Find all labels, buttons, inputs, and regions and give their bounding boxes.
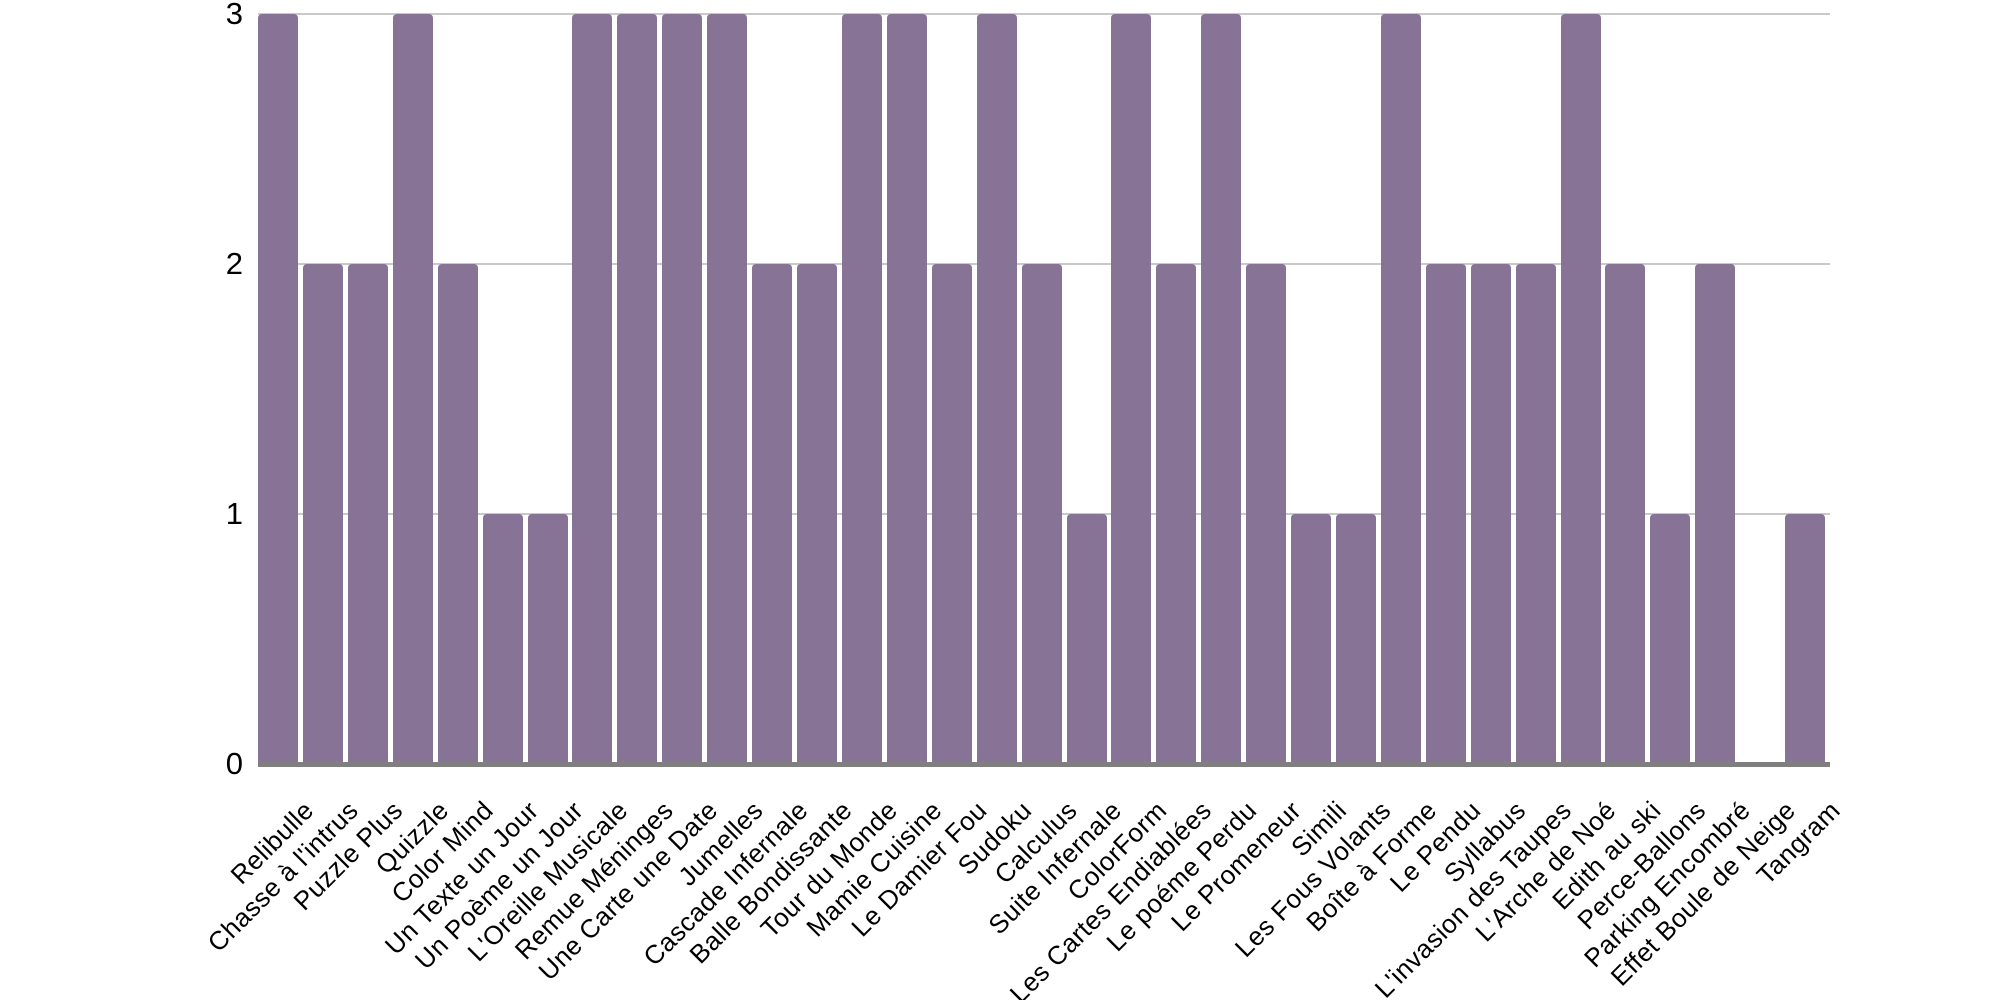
bar xyxy=(1066,514,1107,764)
bar xyxy=(347,264,388,764)
bar xyxy=(1021,264,1062,764)
bar xyxy=(1201,14,1242,764)
bar xyxy=(931,264,972,764)
bar xyxy=(1380,14,1421,764)
bar xyxy=(437,264,478,764)
y-axis-tick-label: 0 xyxy=(225,746,244,781)
y-axis-tick-label: 1 xyxy=(225,496,244,531)
gridline-3 xyxy=(258,13,1830,15)
bar xyxy=(1111,14,1152,764)
bar xyxy=(752,264,793,764)
bar xyxy=(1425,264,1466,764)
bar xyxy=(1650,514,1691,764)
bar xyxy=(1335,514,1376,764)
y-axis-tick-label: 2 xyxy=(225,246,244,281)
bar xyxy=(797,264,837,764)
bar xyxy=(392,14,433,764)
bar xyxy=(1695,264,1736,764)
bar xyxy=(886,14,927,764)
bar xyxy=(841,14,882,764)
x-axis-line xyxy=(258,762,1830,767)
bar xyxy=(976,14,1017,764)
bar xyxy=(258,14,298,764)
bar xyxy=(1605,264,1646,764)
bar xyxy=(1785,514,1826,764)
bar xyxy=(617,14,658,764)
bar xyxy=(662,14,703,764)
bar xyxy=(1291,514,1331,764)
bar xyxy=(707,14,748,764)
bar xyxy=(1156,264,1197,764)
y-axis-tick-label: 3 xyxy=(225,0,244,31)
bar xyxy=(1470,264,1511,764)
bar xyxy=(1560,14,1601,764)
bar xyxy=(572,14,613,764)
bar xyxy=(527,514,568,764)
bar xyxy=(1246,264,1287,764)
bar xyxy=(302,264,343,764)
bar xyxy=(1515,264,1556,764)
bar xyxy=(482,514,523,764)
